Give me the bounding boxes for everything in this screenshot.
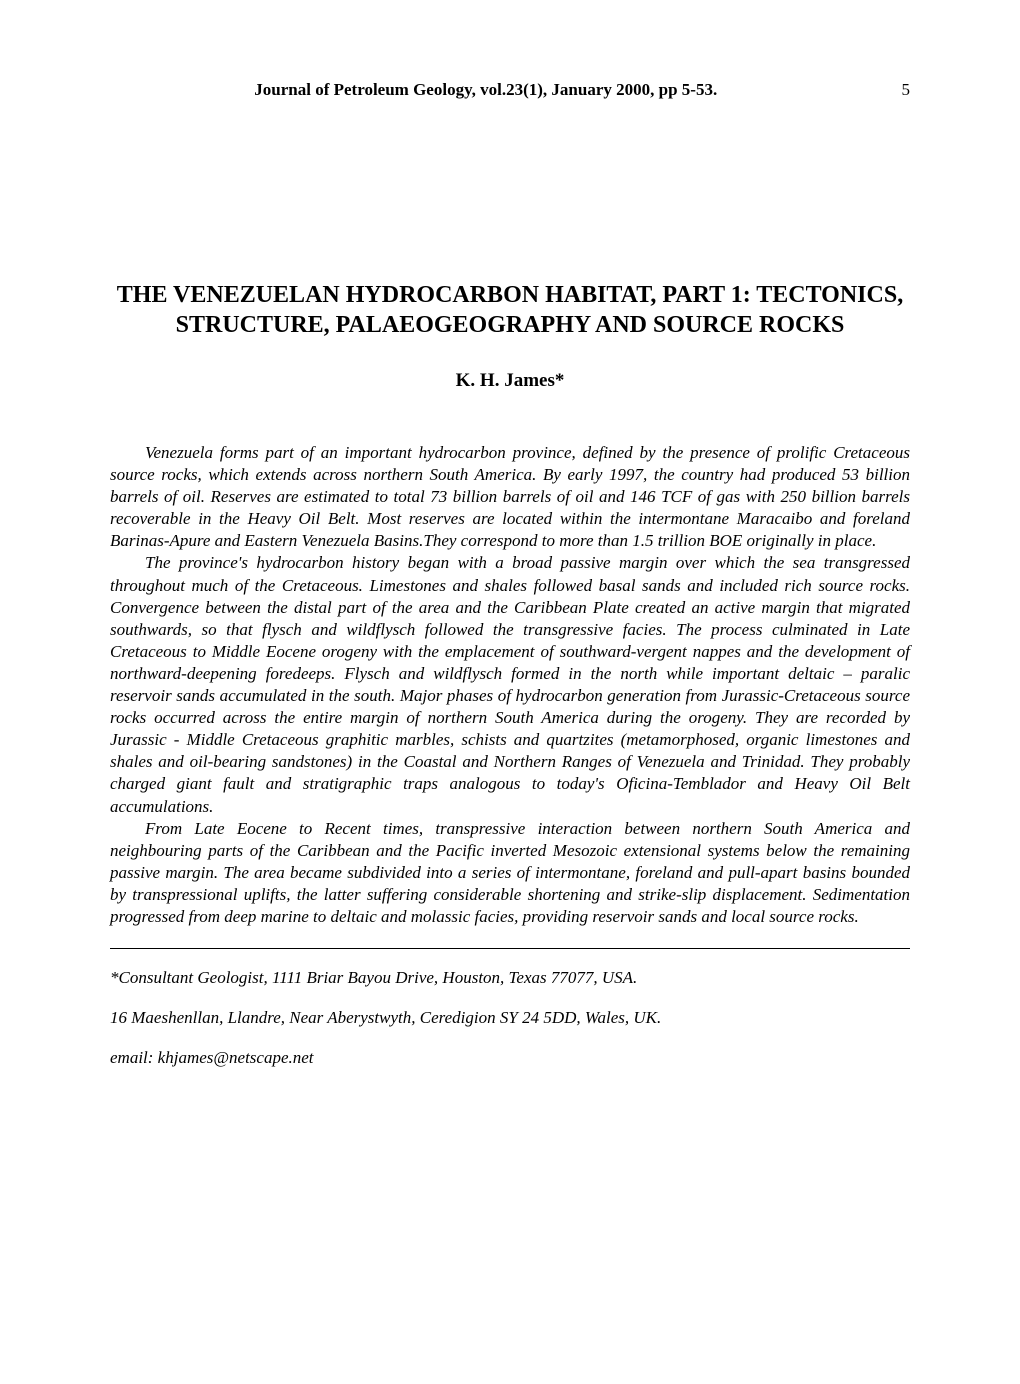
abstract-section: Venezuela forms part of an important hyd… — [110, 442, 910, 928]
page-number: 5 — [862, 80, 911, 100]
author-affiliation: *Consultant Geologist, 1111 Briar Bayou … — [110, 967, 910, 989]
page-header: Journal of Petroleum Geology, vol.23(1),… — [110, 80, 910, 100]
footer-section: *Consultant Geologist, 1111 Briar Bayou … — [110, 967, 910, 1069]
journal-info: Journal of Petroleum Geology, vol.23(1),… — [110, 80, 862, 100]
author-name: K. H. James* — [110, 370, 910, 392]
abstract-paragraph-3: From Late Eocene to Recent times, transp… — [110, 818, 910, 928]
section-divider — [110, 948, 910, 949]
abstract-paragraph-2: The province's hydrocarbon history began… — [110, 552, 910, 817]
author-address: 16 Maeshenllan, Llandre, Near Aberystwyt… — [110, 1007, 910, 1029]
article-title: THE VENEZUELAN HYDROCARBON HABITAT, PART… — [110, 280, 910, 340]
abstract-paragraph-1: Venezuela forms part of an important hyd… — [110, 442, 910, 552]
author-email: email: khjames@netscape.net — [110, 1047, 910, 1069]
